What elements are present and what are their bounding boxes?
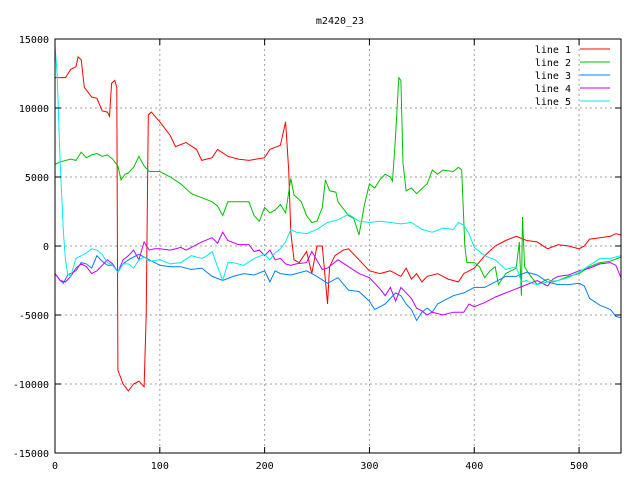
y-tick-label: 0: [43, 242, 49, 253]
chart-title: m2420_23: [316, 16, 364, 27]
series-line-4: [54, 231, 622, 316]
axes: -15000 -10000 -5000 0 5000 10000 15000 0 100 200 3…: [13, 35, 621, 472]
x-tick-label: 400: [465, 461, 483, 472]
legend-label-4: line 4: [535, 84, 571, 95]
y-tick-label: -5000: [19, 311, 49, 322]
y-tick-label: -15000: [13, 449, 49, 460]
series-line-1: [55, 55, 622, 392]
series-group: [54, 45, 622, 392]
x-tick-label: 200: [256, 461, 274, 472]
y-tick-label: 10000: [19, 104, 49, 115]
y-tick-label: 5000: [25, 173, 49, 184]
legend-label-1: line 1: [535, 45, 571, 56]
x-tick-label: 300: [360, 461, 378, 472]
legend-label-5: line 5: [535, 97, 571, 108]
x-tick-label: 100: [151, 461, 169, 472]
y-tick-label: 15000: [19, 35, 49, 46]
legend-label-3: line 3: [535, 71, 571, 82]
legend-label-2: line 2: [535, 58, 571, 69]
series-line-5: [54, 45, 622, 286]
x-tick-label: 500: [570, 461, 588, 472]
grid: [55, 39, 621, 453]
legend: line 1 line 2 line 3 line 4 line 5: [535, 45, 610, 108]
x-tick-label: 0: [52, 461, 58, 472]
y-tick-label: -10000: [13, 380, 49, 391]
series-line-2: [54, 76, 622, 296]
